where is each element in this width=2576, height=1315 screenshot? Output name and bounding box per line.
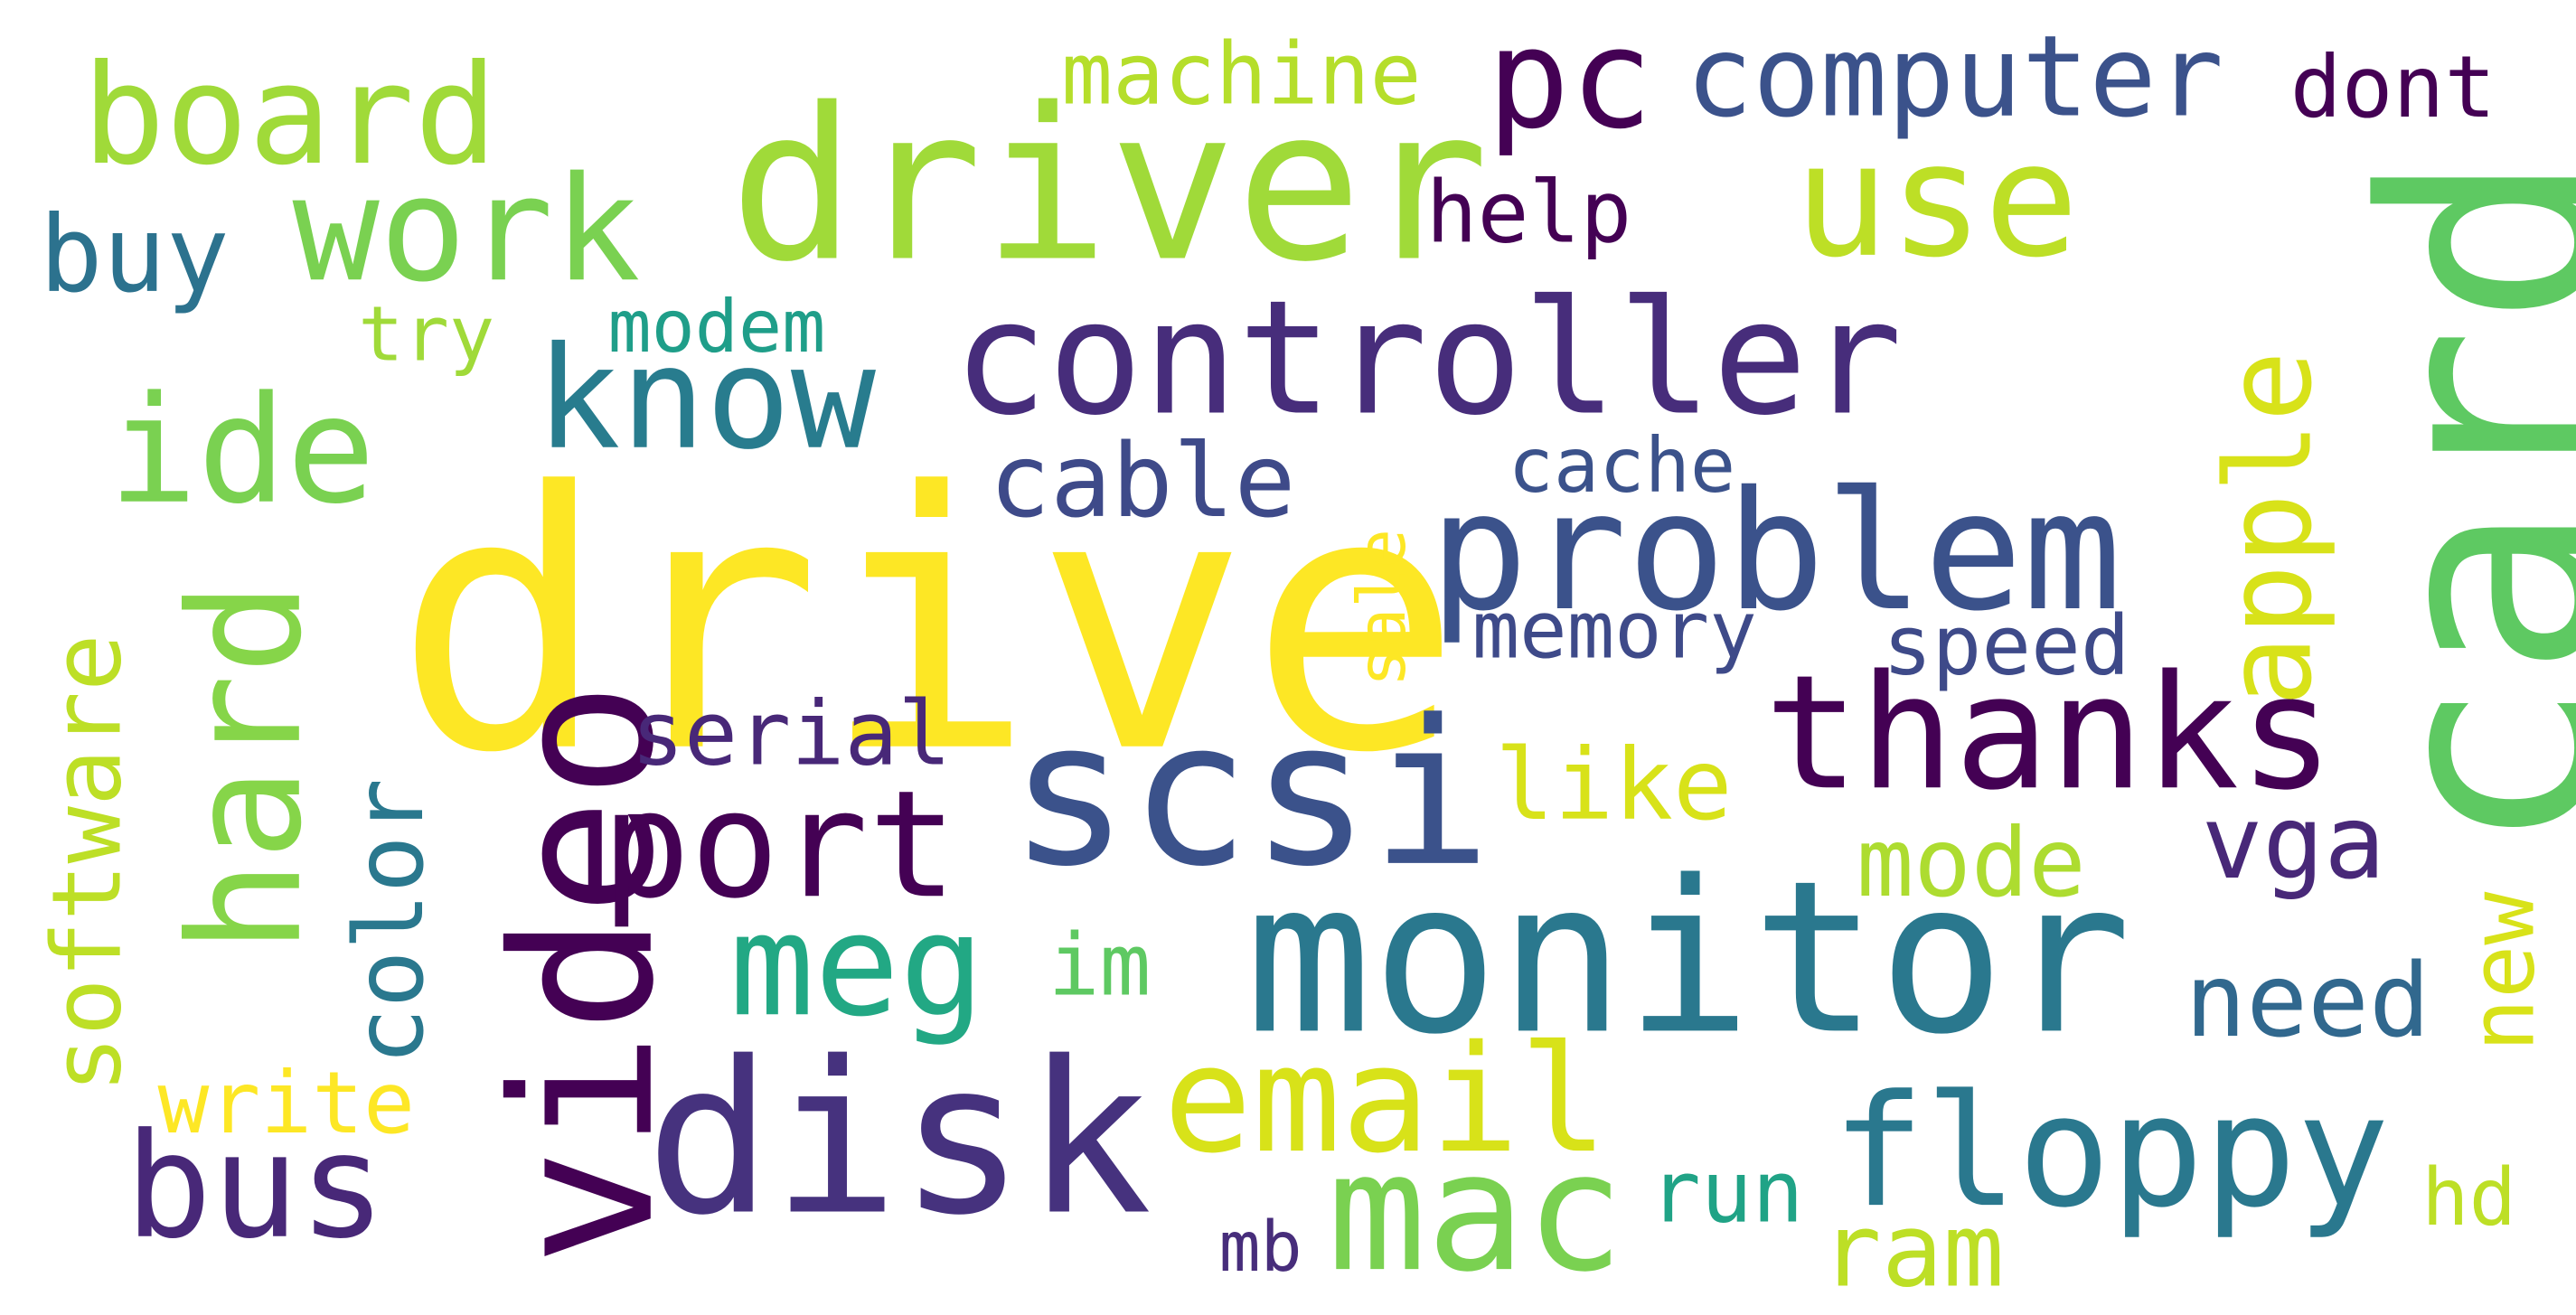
word-problem: problem (1429, 455, 2122, 648)
word-computer: computer (1685, 13, 2224, 144)
word-floppy: floppy (1831, 1063, 2390, 1244)
word-thanks: thanks (1764, 641, 2335, 826)
word-driver: driver (729, 63, 1490, 309)
word-write: write (157, 1055, 416, 1154)
word-work: work (292, 145, 641, 315)
word-know: know (535, 317, 876, 482)
word-software: software (31, 634, 144, 1094)
word-help: help (1425, 164, 1632, 264)
word-pc: pc (1486, 0, 1653, 160)
word-buy: buy (39, 195, 230, 318)
word-mb: mb (1218, 1206, 1302, 1288)
word-drive: drive (394, 417, 1463, 831)
word-try: try (358, 289, 495, 379)
word-board: board (81, 34, 498, 196)
word-controller: controller (953, 266, 1903, 451)
word-scsi: scsi (1009, 677, 1492, 911)
word-im: im (1048, 916, 1152, 1017)
word-cache: cache (1508, 420, 1736, 510)
word-dont: dont (2289, 39, 2496, 138)
word-meg: meg (729, 884, 985, 1049)
word-sale: sale (1345, 529, 1422, 688)
word-ide: ide (108, 364, 376, 538)
word-color: color (333, 778, 446, 1066)
word-cable: cable (989, 420, 1296, 541)
word-serial: serial (630, 681, 952, 786)
word-mode: mode (1856, 807, 2086, 919)
word-machine: machine (1061, 26, 1422, 126)
word-mac: mac (1327, 1115, 1624, 1309)
word-card: card (2321, 150, 2576, 855)
word-vga: vga (2201, 782, 2386, 903)
word-hard: hard (157, 581, 337, 953)
word-modem: modem (607, 286, 826, 371)
word-use: use (1793, 108, 2079, 293)
word-ram: ram (1819, 1189, 2005, 1310)
word-like: like (1495, 728, 1733, 844)
word-email: email (1162, 1014, 1609, 1188)
word-need: need (2185, 940, 2430, 1061)
word-memory: memory (1471, 585, 1757, 678)
word-port: port (601, 759, 958, 933)
word-run: run (1649, 1143, 1804, 1244)
word-monitor: monitor (1245, 836, 2132, 1082)
word-bus: bus (125, 1101, 387, 1271)
word-apple: apple (2199, 350, 2338, 708)
word-disk: disk (645, 1017, 1152, 1263)
word-new: new (2450, 891, 2555, 1053)
word-speed: speed (1882, 598, 2130, 694)
word-hd: hd (2421, 1151, 2517, 1245)
